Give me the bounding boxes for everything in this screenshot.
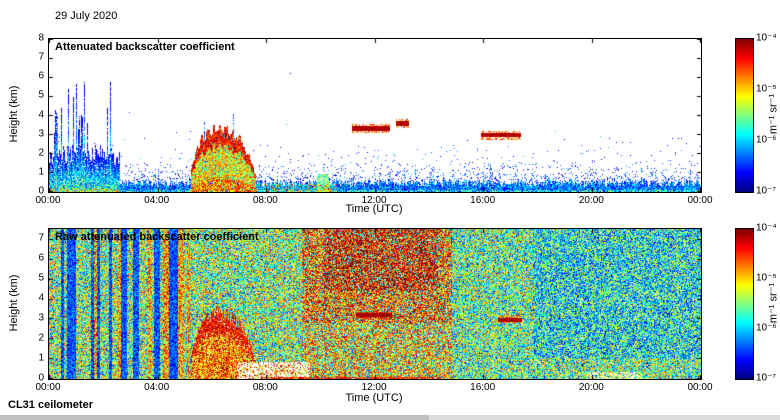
bottom-y-tick-label: 6 [38,252,44,264]
bottom-colorbar-tick-label: 10⁻⁶ [756,322,777,334]
top-y-tick-label: 2 [38,147,44,159]
horizontal-scrollbar-thumb[interactable] [0,415,429,420]
bottom-y-tick-label: 4 [38,292,44,304]
top-y-tick-label: 1 [38,166,44,178]
top-y-tick-label: 7 [38,51,44,63]
bottom-y-tick-label: 1 [38,352,44,364]
bottom-x-tick-label: 00:00 [687,382,713,393]
bottom-y-tick-label: 2 [38,332,44,344]
top-title: Attenuated backscatter coefficient [55,41,235,53]
bottom-ylabel: Height (km) [8,274,20,332]
bottom-title: Raw attenuated backscatter coefficient [55,231,259,243]
top-panel: Attenuated backscatter coefficient [48,38,702,193]
bottom-colorbar-tick-label: 10⁻⁴ [756,222,777,234]
top-y-tick-label: 4 [38,109,44,120]
bottom-x-tick-label: 08:00 [252,382,278,393]
bottom-colorbar-tick-label: 10⁻⁵ [756,272,777,284]
top-y-tick-label: 5 [38,89,44,101]
bottom-heatmap [49,229,701,379]
bottom-x-tick-label: 16:00 [470,382,496,393]
bottom-xlabel: Time (UTC) [345,392,403,404]
bottom-panel: Raw attenuated backscatter coefficient [48,228,702,380]
top-x-tick-label: 08:00 [252,195,278,206]
top-colorbar-unit-label: m⁻¹ sr⁻¹ [767,93,780,135]
bottom-colorbar-tick-label: 10⁻⁷ [756,372,777,384]
top-y-tick-label: 6 [38,70,44,82]
bottom-colorbar-canvas [736,229,753,379]
bottom-y-tick-label: 3 [38,312,44,324]
top-colorbar-tick-label: 10⁻⁷ [756,185,777,197]
top-colorbar [735,38,754,193]
bottom-colorbar [735,228,754,380]
top-x-tick-label: 00:00 [687,195,713,206]
top-x-tick-label: 12:00 [361,195,387,206]
top-colorbar-canvas [736,39,753,192]
bottom-y-tick-label: 0 [38,372,44,384]
top-colorbar-tick-label: 10⁻⁶ [756,134,777,146]
bottom-colorbar-unit-label: m⁻¹ sr⁻¹ [767,282,780,324]
top-x-tick-label: 04:00 [144,195,170,206]
top-y-tick-label: 0 [38,185,44,197]
top-x-tick-label: 16:00 [470,195,496,206]
bottom-x-tick-label: 20:00 [578,382,604,393]
top-xlabel: Time (UTC) [345,203,403,215]
top-colorbar-tick-label: 10⁻⁵ [756,83,777,95]
bottom-x-tick-label: 00:00 [35,382,61,393]
top-y-tick-label: 8 [38,32,44,44]
date-label: 29 July 2020 [55,10,118,22]
top-colorbar-tick-label: 10⁻⁴ [756,32,777,44]
bottom-y-tick-label: 7 [38,232,44,244]
top-x-tick-label: 20:00 [578,195,604,206]
top-ylabel: Height (km) [8,85,20,143]
bottom-x-tick-label: 12:00 [361,382,387,393]
bottom-x-tick-label: 04:00 [144,382,170,393]
bottom-y-tick-label: 5 [38,272,44,284]
top-y-tick-label: 3 [38,128,44,140]
top-heatmap [49,39,701,192]
horizontal-scrollbar[interactable] [0,415,780,420]
footer-label: CL31 ceilometer [8,399,93,411]
top-x-tick-label: 00:00 [35,195,61,206]
